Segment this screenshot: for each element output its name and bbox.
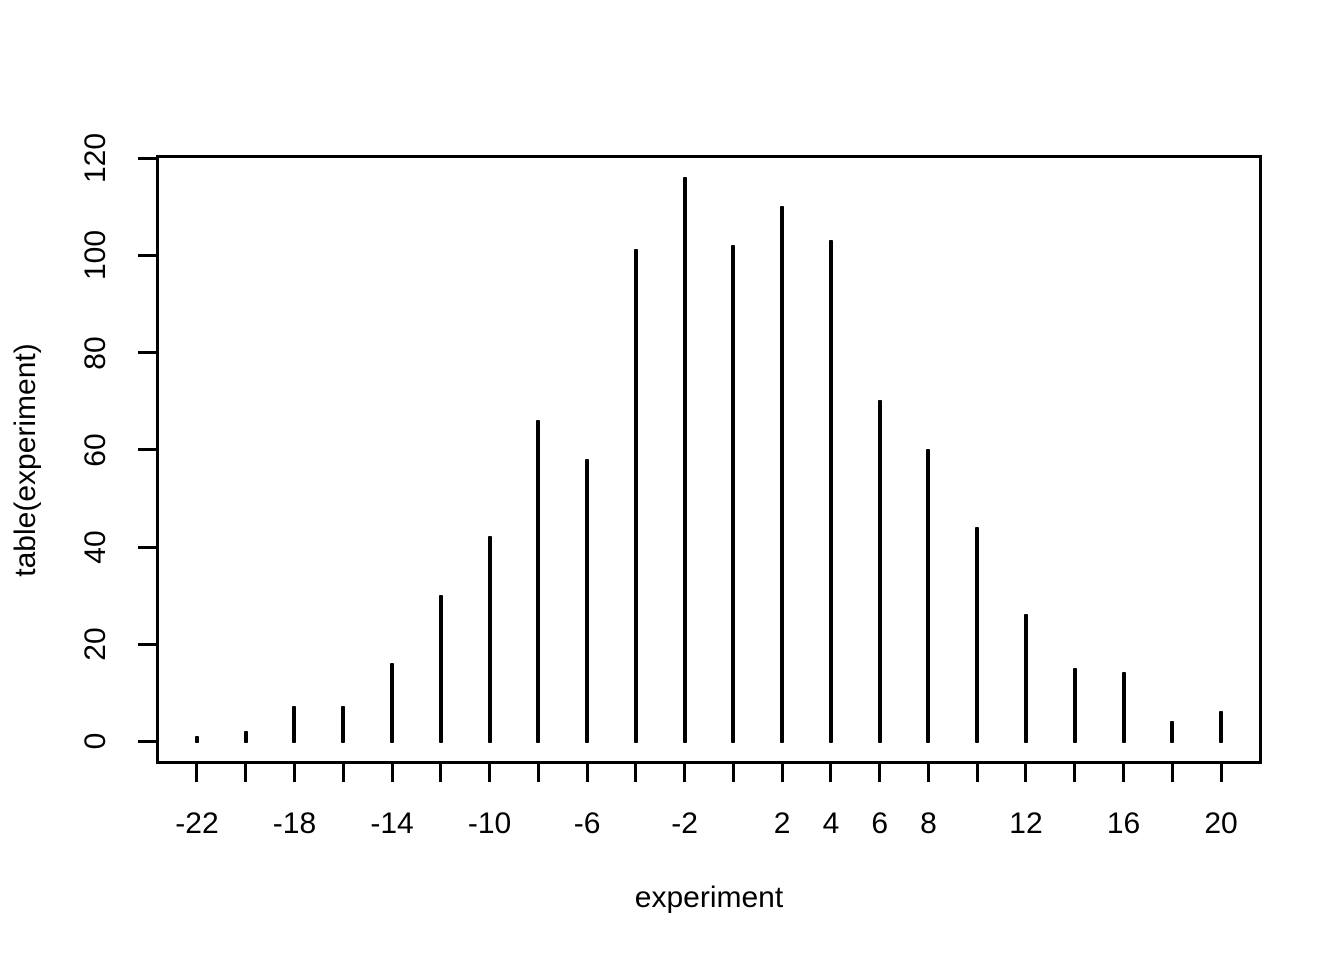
bar [731,244,736,744]
bar [292,706,297,744]
x-tick [195,764,199,782]
x-tick [1219,764,1223,782]
bar [926,448,931,744]
x-tick [1170,764,1174,782]
bar [633,249,638,744]
bar [828,239,833,744]
bar [243,730,248,744]
x-tick-label: -10 [467,807,512,840]
y-tick-label: 100 [79,230,112,281]
x-axis-title: experiment [634,881,784,914]
x-tick [780,764,784,782]
x-tick-label: 8 [920,807,937,840]
x-tick-label: 2 [773,807,791,840]
x-tick [1024,764,1028,782]
bar [438,594,443,744]
y-tick [138,739,156,743]
bar [1072,667,1077,744]
y-tick [138,156,156,160]
y-tick-label: 80 [79,335,112,370]
y-tick-label: 60 [79,433,112,467]
y-tick-label: 20 [79,627,112,661]
bar [1170,721,1175,744]
x-tick [683,764,687,782]
x-tick-label: 12 [1009,807,1043,840]
x-tick [1122,764,1125,782]
x-tick [975,764,979,782]
y-tick-label: 40 [79,530,112,564]
x-tick-label: -18 [272,807,317,840]
y-tick [138,253,156,257]
bar [1121,672,1126,744]
y-tick [138,448,156,452]
bar [682,176,687,744]
x-tick [244,764,248,782]
x-tick [634,764,638,782]
y-tick [138,545,156,549]
x-tick [292,764,296,782]
x-tick [341,764,345,782]
y-axis-title: table(experiment) [9,343,42,577]
plot-area [156,155,1262,764]
x-tick [488,764,492,782]
bar [780,205,785,744]
bar [585,458,590,744]
y-tick [138,351,156,355]
y-tick-label: 120 [79,133,112,184]
bar [487,536,492,744]
y-tick-label: 0 [79,733,112,750]
x-tick-label: -14 [370,807,414,840]
bar [877,400,882,744]
x-tick-label: -6 [573,807,601,840]
x-tick-label: 20 [1204,807,1238,840]
bar [390,662,395,744]
bar [194,735,199,744]
x-tick-label: 4 [822,807,840,840]
x-tick [878,764,882,782]
x-tick [439,764,443,782]
x-tick-label: -2 [671,807,698,840]
x-tick [1073,764,1077,782]
x-tick [390,764,394,782]
x-tick [926,764,930,782]
x-tick-label: 6 [871,807,889,840]
bar [341,706,346,744]
x-tick [585,764,589,782]
y-tick [138,642,156,646]
x-tick-label: -22 [175,807,219,840]
x-tick-label: 16 [1106,807,1141,840]
bar [975,526,980,744]
bar [1219,711,1224,744]
x-tick [731,764,735,782]
bar [536,419,541,744]
x-tick [536,764,540,782]
bar [1023,614,1028,744]
x-tick [829,764,833,782]
